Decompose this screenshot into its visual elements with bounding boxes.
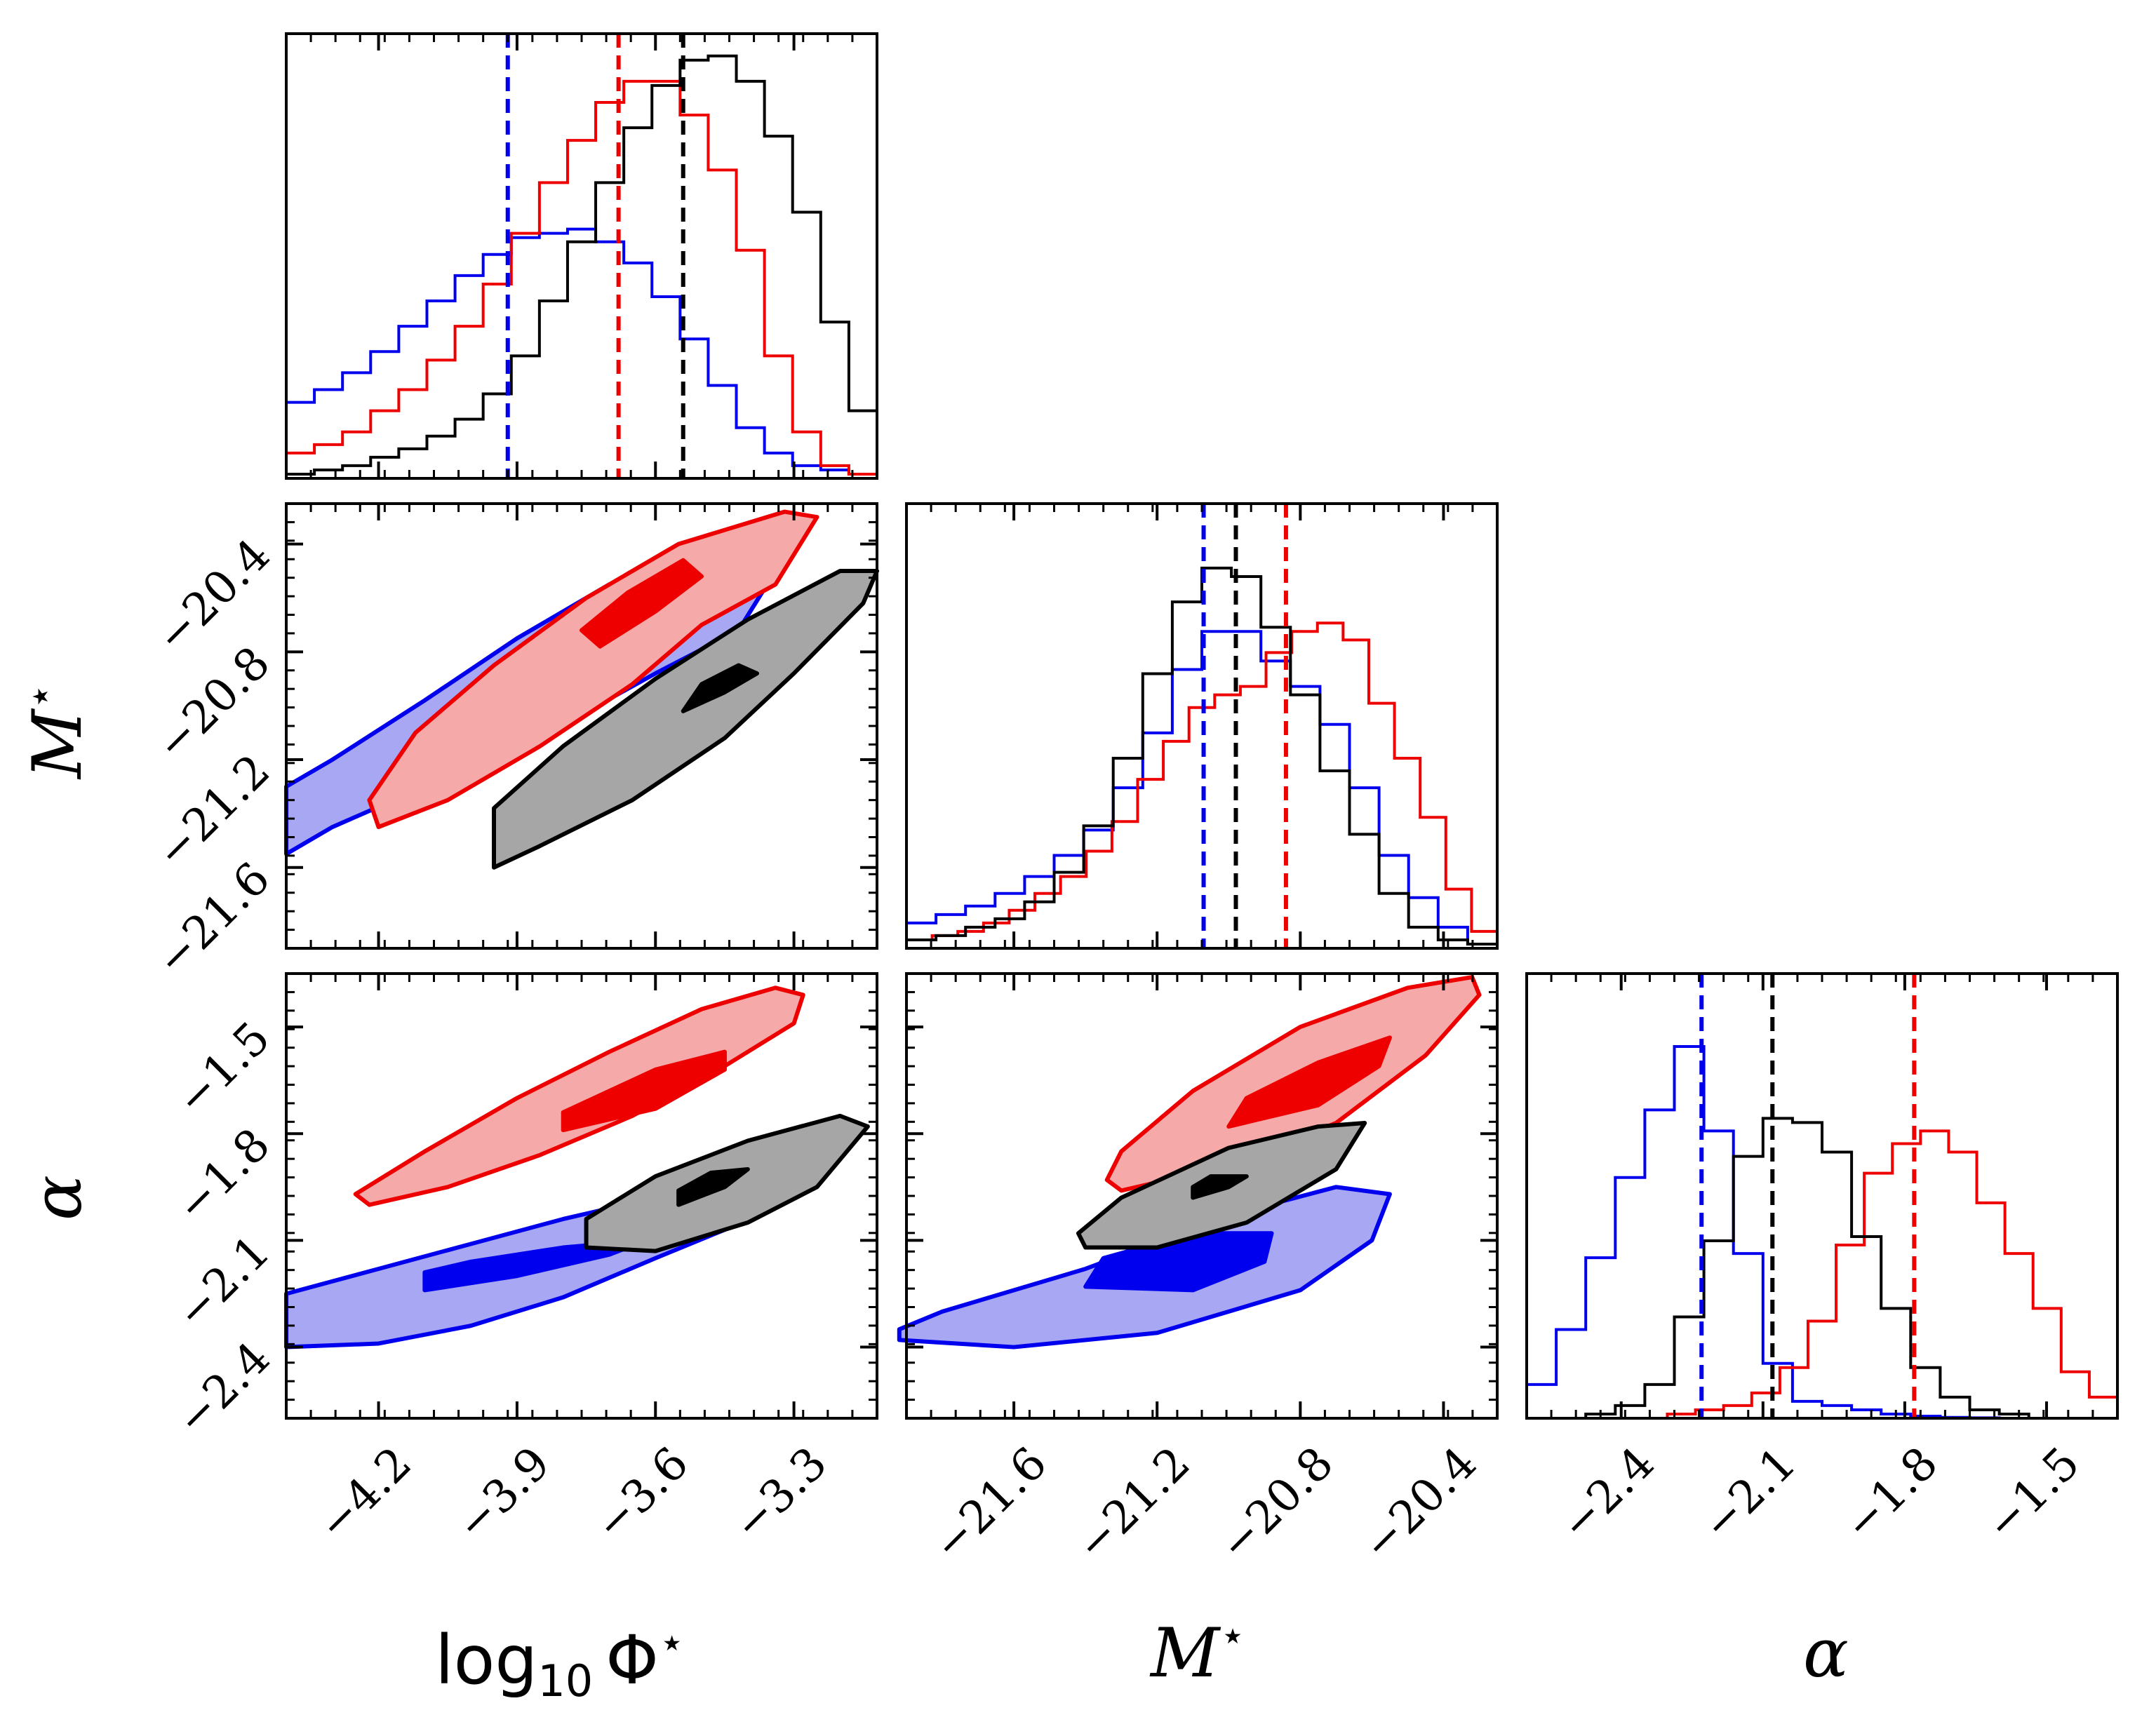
ytick-label-alpha: −1.5 bbox=[166, 1012, 280, 1126]
histogram-hist_alpha-blue bbox=[1527, 1044, 2117, 1420]
xtick-label-alpha: −1.8 bbox=[1834, 1437, 1948, 1551]
ytick-label-alpha: −2.1 bbox=[166, 1225, 280, 1339]
xtick-label-logphi: −3.6 bbox=[585, 1437, 699, 1551]
xlabel-logphi: log10 Φ⋆ bbox=[435, 1618, 685, 1707]
ytick-label-mstar: −21.2 bbox=[146, 745, 280, 879]
contour-inner-logphi_mstar-black bbox=[681, 663, 759, 713]
ytick-label-mstar: −20.8 bbox=[146, 637, 280, 771]
xtick-label-alpha: −1.5 bbox=[1976, 1437, 2089, 1551]
panel-logphi_mstar bbox=[285, 502, 878, 950]
contour-inner-mstar_alpha-red bbox=[1226, 1035, 1392, 1129]
xtick-label-logphi: −3.9 bbox=[446, 1437, 560, 1551]
histogram-hist_logphi-red bbox=[286, 79, 877, 476]
contour-inner-mstar_alpha-black bbox=[1191, 1174, 1249, 1200]
ylabel-mstar: M⋆ bbox=[15, 683, 97, 780]
contour-outer-logphi_alpha-red bbox=[353, 985, 805, 1207]
ytick-label-alpha: −2.4 bbox=[166, 1333, 280, 1446]
xlabel-mstar: M⋆ bbox=[1149, 1611, 1246, 1693]
contour-inner-logphi_alpha-red bbox=[561, 1049, 727, 1133]
histogram-hist_logphi-blue bbox=[286, 227, 877, 476]
ytick-label-alpha: −1.8 bbox=[166, 1119, 280, 1232]
xtick-label-mstar: −20.8 bbox=[1210, 1437, 1344, 1571]
xtick-label-mstar: −21.6 bbox=[923, 1437, 1057, 1571]
ytick-label-mstar: −21.6 bbox=[146, 853, 280, 987]
histogram-hist_mstar-black bbox=[906, 566, 1497, 946]
xtick-label-alpha: −2.4 bbox=[1551, 1437, 1664, 1551]
contour-inner-logphi_mstar-red bbox=[580, 558, 704, 649]
contour-inner-mstar_alpha-blue bbox=[1083, 1231, 1274, 1293]
histogram-hist_alpha-black bbox=[1527, 1117, 2117, 1420]
histogram-hist_alpha-red bbox=[1527, 1129, 2117, 1420]
ylabel-alpha: α bbox=[18, 1175, 97, 1220]
xtick-label-mstar: −21.2 bbox=[1066, 1437, 1200, 1571]
xtick-label-logphi: −3.3 bbox=[723, 1437, 837, 1551]
ytick-label-mstar: −20.4 bbox=[146, 530, 280, 664]
xtick-label-logphi: −4.2 bbox=[308, 1437, 422, 1551]
xtick-label-mstar: −20.4 bbox=[1353, 1437, 1487, 1571]
xtick-label-alpha: −2.1 bbox=[1692, 1437, 1806, 1551]
xlabel-alpha: α bbox=[1803, 1614, 1849, 1693]
histogram-hist_logphi-black bbox=[286, 54, 877, 476]
contour-inner-logphi_alpha-black bbox=[676, 1166, 750, 1207]
contour-outer-logphi_mstar-red bbox=[367, 509, 819, 830]
